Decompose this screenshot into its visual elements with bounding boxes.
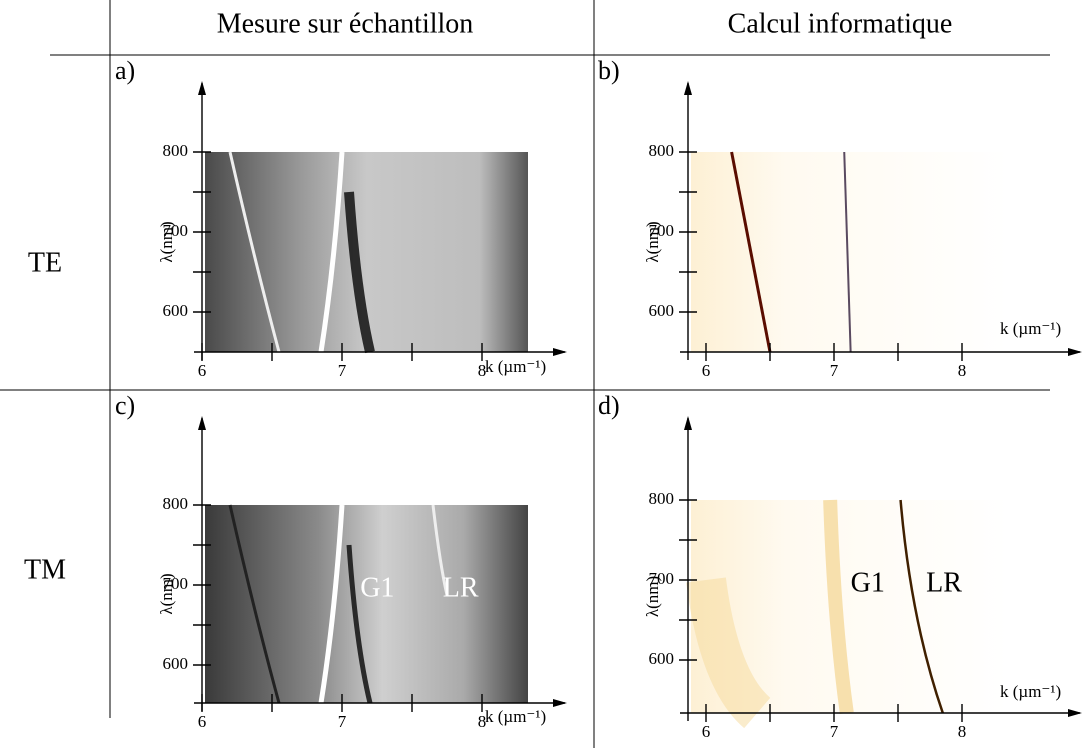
resonance [318,151,345,353]
y-tick-label: 600 [649,301,675,320]
axis-label: λ(nm) [643,221,662,262]
resonance [228,504,281,704]
annotation: LR [443,572,479,603]
x-tick-label: 7 [338,712,347,731]
axis-label: λ(nm) [157,221,176,262]
x-tick-label: 6 [702,722,711,741]
panel-label: b) [598,56,620,85]
resonance [318,504,345,704]
arrow [198,81,206,95]
resonance [431,504,449,596]
x-tick-label: 8 [478,361,487,380]
y-tick-label: 800 [163,141,189,160]
arrow [684,81,692,95]
y-tick-label: 700 [649,221,675,240]
resonance [899,499,944,714]
y-tick-label: 600 [163,654,189,673]
resonance [843,151,852,353]
arrow [1068,709,1082,717]
x-tick-label: 8 [958,722,967,741]
y-tick-label: 700 [163,574,189,593]
x-tick-label: 7 [338,361,347,380]
annotation: G1 [360,572,394,603]
x-tick-label: 7 [830,361,839,380]
panel-label: c) [115,391,135,420]
arrow [198,416,206,430]
resonance [228,151,281,353]
resonance [730,151,772,353]
x-tick-label: 6 [198,361,207,380]
axis-label: λ(nm) [643,576,662,617]
resonance [686,577,771,729]
resonance [344,191,375,354]
arrow [553,699,567,707]
x-tick-label: 8 [478,712,487,731]
axis-label: k (µm⁻¹) [485,357,546,376]
annotation: G1 [851,567,885,598]
axis-label: k (µm⁻¹) [1000,319,1061,338]
x-tick-label: 7 [830,722,839,741]
arrow [553,348,567,356]
y-tick-label: 800 [649,141,675,160]
x-tick-label: 8 [958,361,967,380]
axis-label: λ(nm) [157,573,176,614]
resonance [346,544,373,704]
panel-label: d) [598,391,620,420]
row-label: TE [28,247,62,278]
axis-label: k (µm⁻¹) [485,707,546,726]
y-tick-label: 600 [649,649,675,668]
column-header: Calcul informatique [728,8,953,39]
y-tick-label: 800 [163,494,189,513]
y-tick-label: 800 [649,489,675,508]
axis-label: k (µm⁻¹) [1000,682,1061,701]
resonance [823,499,854,714]
y-tick-label: 600 [163,301,189,320]
panel-label: a) [115,56,135,85]
x-tick-label: 6 [702,361,711,380]
annotation: LR [926,567,962,598]
y-tick-label: 700 [649,569,675,588]
row-label: TM [24,554,66,585]
spectrum-image [205,505,528,703]
arrow [1068,348,1082,356]
arrow [684,416,692,430]
x-tick-label: 6 [198,712,207,731]
column-header: Mesure sur échantillon [217,8,474,39]
y-tick-label: 700 [163,221,189,240]
